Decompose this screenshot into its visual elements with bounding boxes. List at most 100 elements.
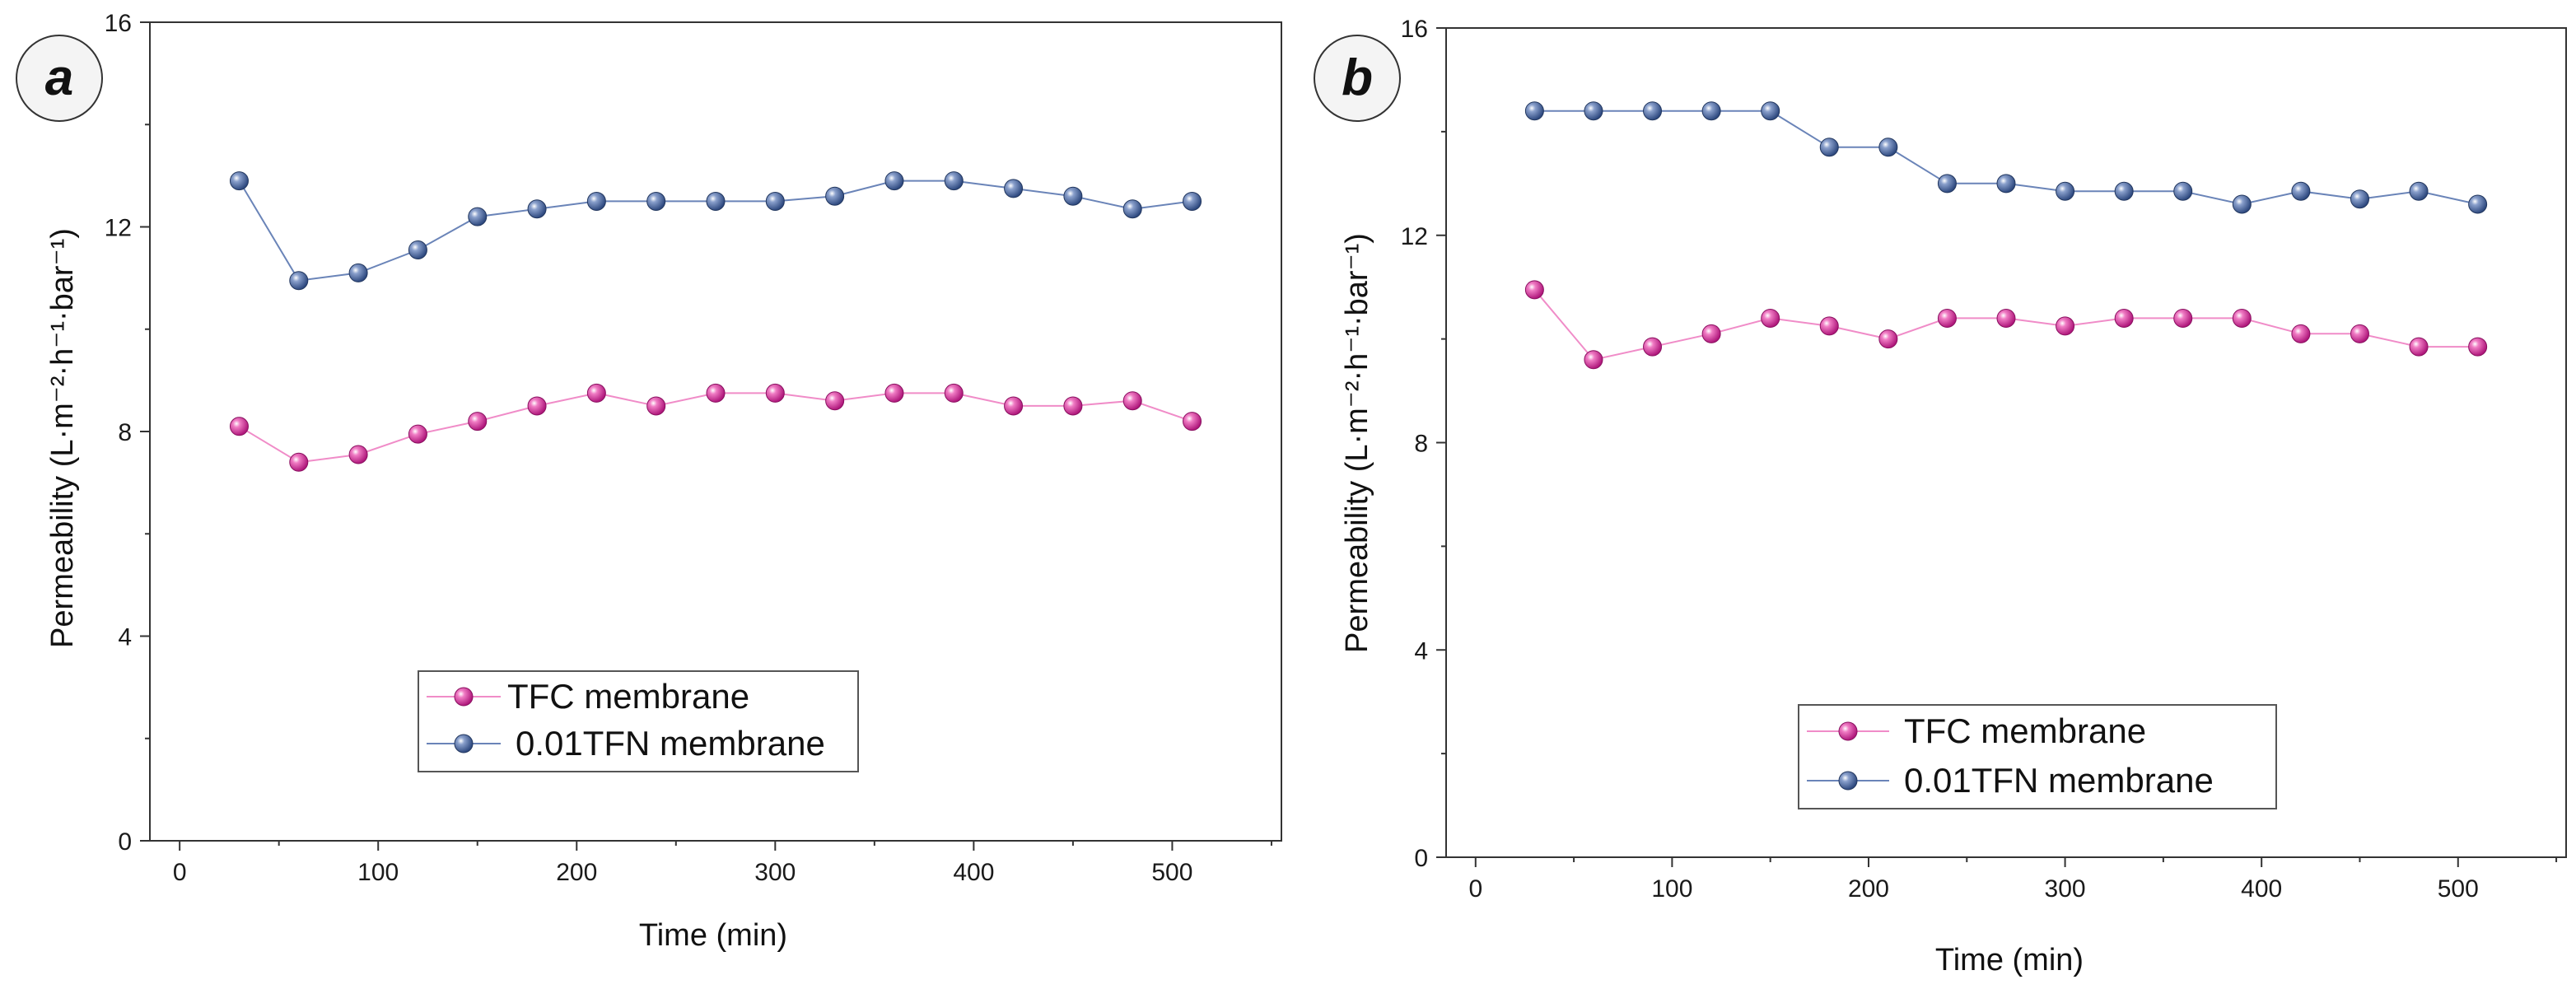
data-point-tfc — [1183, 412, 1202, 432]
data-point-tfc — [2350, 324, 2369, 343]
data-point-tfc — [884, 383, 904, 403]
y-axis-title: Permeability (L·m⁻²·h⁻¹·bar⁻¹) — [1340, 233, 1374, 653]
data-point-tfn — [1643, 101, 1663, 121]
data-point-tfn — [1761, 101, 1780, 121]
data-point-tfc — [229, 417, 249, 436]
data-point-tfc — [1878, 329, 1898, 349]
y-tick-label: 4 — [118, 624, 132, 651]
data-point-tfn — [1819, 138, 1839, 157]
data-point-tfn — [229, 171, 249, 191]
panel-label: b — [1342, 49, 1373, 106]
data-point-tfc — [2056, 316, 2075, 336]
data-point-tfc — [289, 452, 309, 472]
x-tick-label: 300 — [754, 859, 796, 886]
data-point-tfc — [527, 396, 547, 416]
data-point-tfc — [1063, 396, 1083, 416]
data-point-tfc — [2409, 337, 2429, 357]
x-tick-label: 200 — [1848, 875, 1889, 903]
y-axis-title: Permeability (L·m⁻²·h⁻¹·bar⁻¹) — [45, 228, 80, 648]
data-point-tfc — [825, 391, 845, 411]
data-point-tfc — [2291, 324, 2311, 343]
x-tick-label: 100 — [1651, 875, 1692, 903]
x-tick-label: 400 — [953, 859, 994, 886]
data-point-tfc — [348, 445, 368, 464]
plot-area-b — [1524, 101, 2488, 370]
data-point-tfn — [2468, 194, 2488, 214]
chart-panel-b: b Permeability (L·m⁻²·h⁻¹·bar⁻¹) Time (m… — [1314, 16, 2567, 977]
series-line-tfc — [238, 392, 1192, 464]
data-point-tfn — [289, 271, 309, 291]
data-point-tfc — [1004, 396, 1024, 416]
data-point-tfc — [1937, 308, 1957, 328]
data-point-tfc — [1584, 350, 1603, 370]
data-point-tfc — [408, 424, 427, 444]
data-point-tfn — [586, 191, 606, 211]
data-point-tfn — [1063, 186, 1083, 206]
x-tick-label: 0 — [1468, 875, 1482, 903]
data-point-tfn — [646, 191, 666, 211]
x-tick-label: 500 — [1151, 859, 1192, 886]
data-point-tfc — [1643, 337, 1663, 357]
data-point-tfn — [944, 171, 964, 191]
data-point-tfn — [2350, 189, 2369, 209]
data-point-tfn — [825, 186, 845, 206]
legend-a: TFC membrane 0.01TFN membrane — [418, 670, 859, 772]
data-point-tfc — [468, 412, 488, 432]
y-tick-label: 12 — [1401, 223, 1428, 250]
x-axis-title: Time (min) — [1935, 943, 2084, 977]
data-point-tfc — [706, 383, 726, 403]
legend-label-tfn: 0.01TFN membrane — [516, 724, 825, 763]
data-point-tfn — [1122, 199, 1142, 219]
data-point-tfc — [646, 396, 666, 416]
legend-frame — [1798, 704, 2277, 809]
panel-label-badge — [16, 35, 103, 122]
data-point-tfn — [765, 191, 785, 211]
data-point-tfn — [2291, 181, 2311, 201]
data-point-tfc — [2114, 308, 2134, 328]
y-tick-label: 16 — [1401, 16, 1428, 43]
data-point-tfc — [2468, 337, 2488, 357]
data-point-tfn — [1004, 179, 1024, 198]
data-point-tfn — [468, 207, 488, 226]
data-point-tfn — [348, 263, 368, 282]
data-point-tfn — [1524, 101, 1544, 121]
legend-label-tfc: TFC membrane — [1904, 711, 2146, 750]
data-point-tfc — [586, 383, 606, 403]
data-point-tfn — [527, 199, 547, 219]
x-tick-label: 400 — [2241, 875, 2282, 903]
data-point-tfc — [1761, 308, 1780, 328]
data-point-tfn — [1878, 138, 1898, 157]
data-point-tfc — [2232, 308, 2252, 328]
data-point-tfn — [1183, 191, 1202, 211]
axes-b: 0 100 200 300 400 500 0 4 8 12 16 — [1401, 16, 2567, 903]
x-tick-label: 300 — [2045, 875, 2086, 903]
plot-area-a — [229, 171, 1202, 472]
y-tick-label: 0 — [1414, 845, 1428, 872]
x-axis-title: Time (min) — [639, 918, 787, 953]
data-point-tfn — [1584, 101, 1603, 121]
y-tick-label: 8 — [1414, 431, 1428, 458]
chart-panel-a: a Permeability (L·m⁻²·h⁻¹·bar⁻¹) Time (m… — [16, 10, 1282, 953]
legend-marker-tfc — [1838, 721, 1858, 741]
data-point-tfn — [884, 171, 904, 191]
legend-label-tfn: 0.01TFN membrane — [1904, 761, 2214, 800]
data-point-tfn — [2114, 181, 2134, 201]
data-point-tfn — [2056, 181, 2075, 201]
data-point-tfc — [2173, 308, 2193, 328]
panel-label: a — [45, 49, 73, 106]
y-tick-label: 16 — [105, 10, 132, 37]
y-tick-label: 0 — [118, 828, 132, 856]
data-point-tfn — [706, 191, 726, 211]
legend-marker-tfn — [1838, 771, 1858, 791]
data-point-tfn — [2232, 194, 2252, 214]
x-tick-label: 0 — [173, 859, 187, 886]
legend-marker-tfn — [454, 734, 474, 753]
legend-frame — [418, 670, 859, 772]
data-point-tfc — [1524, 280, 1544, 300]
data-point-tfn — [2173, 181, 2193, 201]
legend-marker-tfc — [454, 687, 474, 707]
data-point-tfn — [1996, 174, 2016, 194]
legend-label-tfc: TFC membrane — [507, 677, 749, 716]
y-tick-label: 8 — [118, 419, 132, 446]
